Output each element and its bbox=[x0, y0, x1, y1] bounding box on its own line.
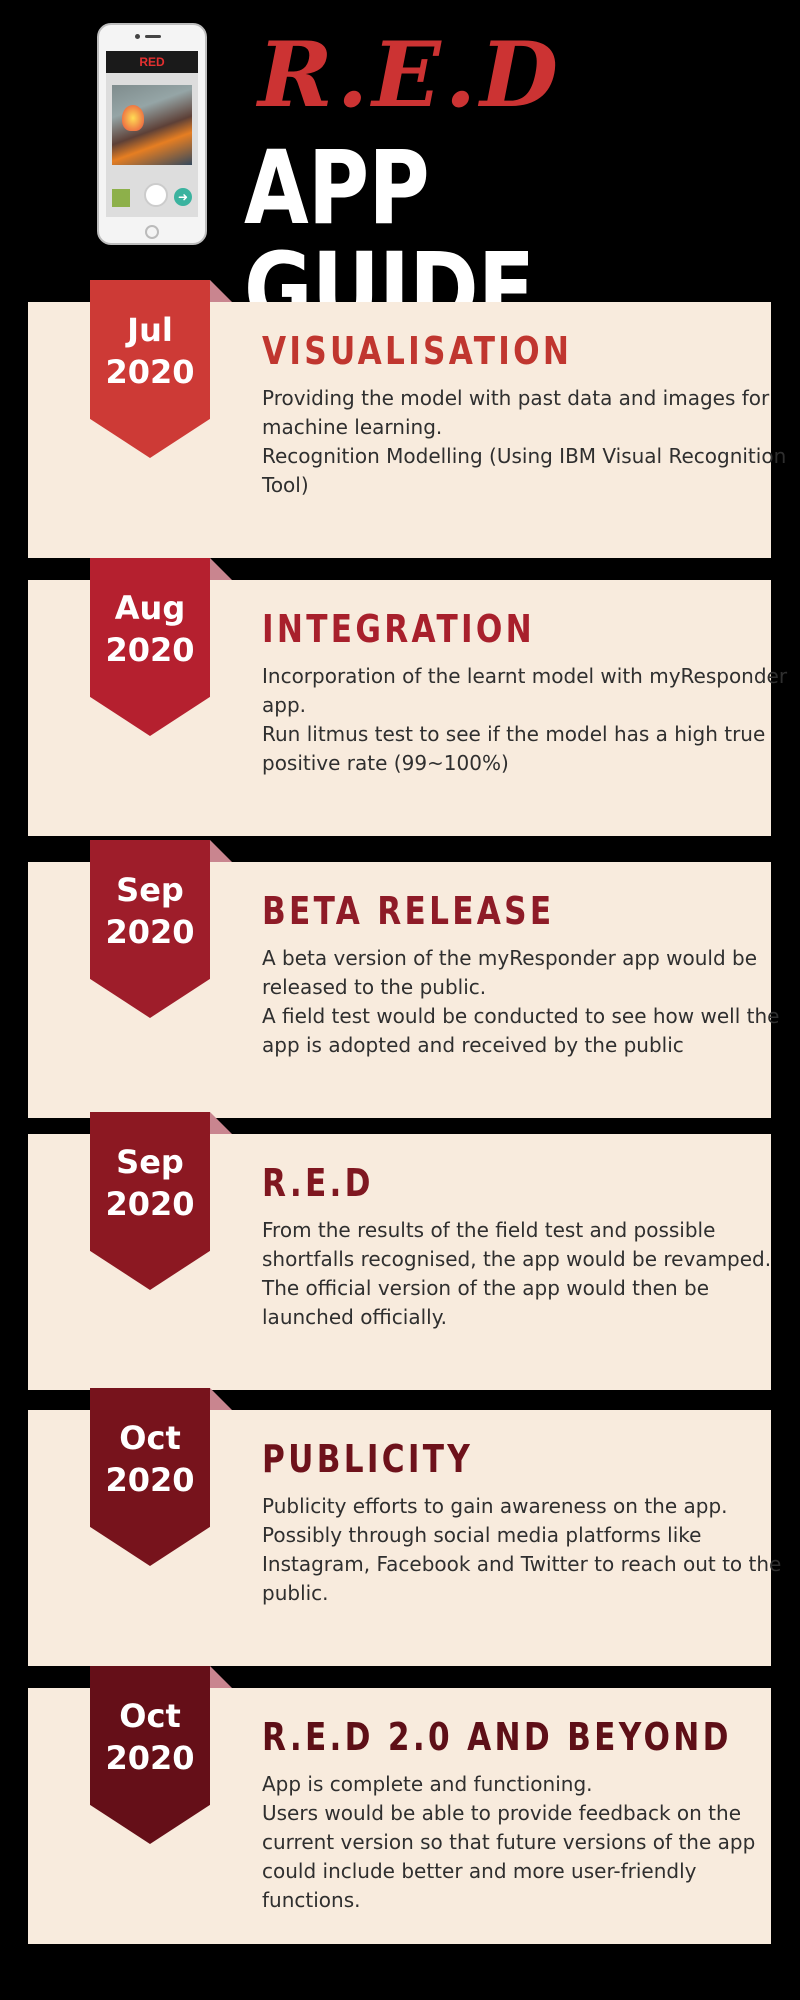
milestone-year: 2020 bbox=[105, 1185, 195, 1223]
milestone-year: 2020 bbox=[105, 353, 195, 391]
ribbon-fold bbox=[210, 840, 232, 862]
milestone-year: 2020 bbox=[105, 1739, 195, 1777]
speaker-icon bbox=[145, 35, 161, 38]
description-line: Providing the model with past data and i… bbox=[262, 386, 770, 439]
home-button-icon bbox=[145, 225, 159, 239]
date-ribbon: Oct 2020 bbox=[90, 1666, 210, 1844]
ribbon-fold bbox=[210, 280, 232, 302]
description-line: Publicity efforts to gain awareness on t… bbox=[262, 1494, 782, 1605]
milestone-title: VISUALISATION bbox=[262, 329, 573, 373]
phone-illustration: RED ➜ bbox=[97, 23, 207, 245]
arrow-next-icon: ➜ bbox=[174, 188, 192, 206]
description-line: From the results of the field test and p… bbox=[262, 1218, 772, 1271]
date-ribbon: Sep 2020 bbox=[90, 840, 210, 1018]
milestone-month: Aug bbox=[114, 589, 186, 627]
description-line: Users would be able to provide feedback … bbox=[262, 1801, 756, 1912]
date-ribbon: Oct 2020 bbox=[90, 1388, 210, 1566]
milestone-description: A beta version of the myResponder app wo… bbox=[262, 944, 792, 1060]
milestone-year: 2020 bbox=[105, 1461, 195, 1499]
milestone-title: BETA RELEASE bbox=[262, 889, 555, 933]
milestone-title: PUBLICITY bbox=[262, 1437, 474, 1481]
phone-screen: RED ➜ bbox=[106, 51, 198, 217]
description-line: Incorporation of the learnt model with m… bbox=[262, 664, 788, 717]
phone-app-label: RED bbox=[106, 51, 198, 73]
milestone-card: Oct 2020 PUBLICITY Publicity efforts to … bbox=[28, 1388, 781, 1666]
fire-photo-icon bbox=[112, 85, 192, 165]
milestone-description: Incorporation of the learnt model with m… bbox=[262, 662, 792, 778]
description-line: App is complete and functioning. bbox=[262, 1772, 593, 1796]
milestone-title: R.E.D 2.0 AND BEYOND bbox=[262, 1715, 732, 1759]
milestone-year: 2020 bbox=[105, 913, 195, 951]
milestone-title: R.E.D bbox=[262, 1161, 374, 1205]
milestone-description: App is complete and functioning. Users w… bbox=[262, 1770, 792, 1915]
milestone-description: From the results of the field test and p… bbox=[262, 1216, 792, 1332]
milestone-month: Sep bbox=[116, 1143, 184, 1181]
milestone-card: Oct 2020 R.E.D 2.0 AND BEYOND App is com… bbox=[28, 1666, 771, 1944]
milestone-year: 2020 bbox=[105, 631, 195, 669]
date-ribbon: Sep 2020 bbox=[90, 1112, 210, 1290]
brand-title: R.E.D bbox=[258, 22, 563, 128]
ribbon-fold bbox=[210, 1112, 232, 1134]
description-line: A beta version of the myResponder app wo… bbox=[262, 946, 758, 999]
description-line: Recognition Modelling (Using IBM Visual … bbox=[262, 444, 787, 497]
ribbon-fold bbox=[210, 1666, 232, 1688]
date-ribbon: Jul 2020 bbox=[90, 280, 210, 458]
description-line: The official version of the app would th… bbox=[262, 1276, 710, 1329]
milestone-description: Providing the model with past data and i… bbox=[262, 384, 792, 500]
milestone-month: Oct bbox=[119, 1697, 181, 1735]
milestone-card: Aug 2020 INTEGRATION Incorporation of th… bbox=[28, 558, 787, 836]
milestone-card: Sep 2020 BETA RELEASE A beta version of … bbox=[28, 840, 779, 1118]
thumbnail-icon bbox=[112, 189, 130, 207]
milestone-card: Sep 2020 R.E.D From the results of the f… bbox=[28, 1112, 771, 1390]
camera-icon bbox=[135, 34, 140, 39]
milestone-description: Publicity efforts to gain awareness on t… bbox=[262, 1492, 792, 1608]
description-line: A field test would be conducted to see h… bbox=[262, 1004, 780, 1057]
shutter-button-icon bbox=[144, 183, 168, 207]
description-line: Run litmus test to see if the model has … bbox=[262, 722, 766, 775]
ribbon-fold bbox=[210, 1388, 232, 1410]
date-ribbon: Aug 2020 bbox=[90, 558, 210, 736]
milestone-card: Jul 2020 VISUALISATION Providing the mod… bbox=[28, 280, 786, 558]
milestone-month: Oct bbox=[119, 1419, 181, 1457]
ribbon-fold bbox=[210, 558, 232, 580]
milestone-month: Jul bbox=[127, 311, 173, 349]
milestone-title: INTEGRATION bbox=[262, 607, 535, 651]
milestone-month: Sep bbox=[116, 871, 184, 909]
